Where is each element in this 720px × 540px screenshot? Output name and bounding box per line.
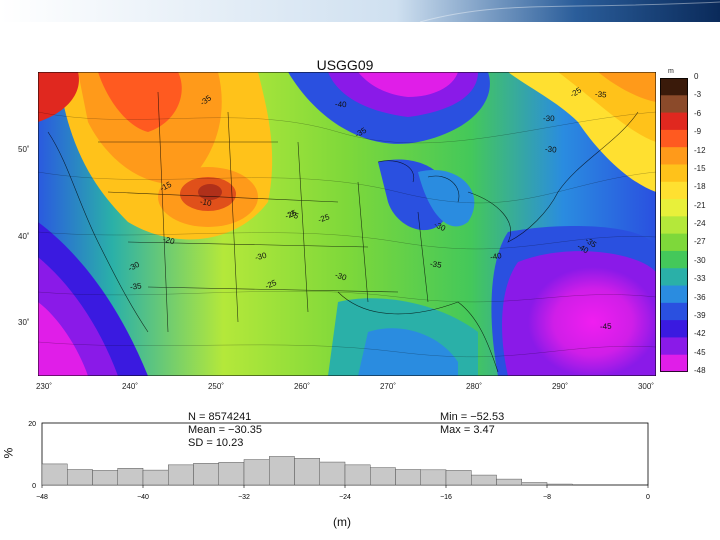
lon-label-0: 230˚: [35, 382, 52, 391]
contour-label: -35: [429, 259, 443, 270]
stat-sd: SD = 10.23: [188, 437, 244, 449]
colorbar-tick-label: -42: [694, 329, 706, 339]
lat-label-1: 40˚: [18, 232, 30, 241]
colorbar-tick-label: -27: [694, 237, 706, 247]
histogram-bar: [168, 464, 194, 486]
colorbar-swatch: [660, 129, 688, 148]
lon-label-4: 270˚: [379, 382, 396, 391]
histogram-x-tick-label: 0: [646, 494, 650, 501]
colorbar-swatch: [660, 181, 688, 200]
histogram-bar: [546, 483, 573, 486]
colorbar-tick-label: -30: [694, 255, 706, 265]
colorbar-swatch: [660, 268, 688, 287]
colorbar-tick-label: -33: [694, 274, 706, 284]
histogram-x-tick-label: −24: [339, 494, 351, 501]
colorbar-tick-label: -6: [694, 108, 702, 118]
colorbar-swatch: [660, 78, 688, 96]
histogram-bar: [67, 469, 93, 486]
lon-label-2: 250˚: [207, 382, 224, 391]
histogram-x-tick-label: −16: [440, 494, 452, 501]
lon-label-1: 240˚: [121, 382, 138, 391]
colorbar-tick-label: -45: [694, 347, 706, 357]
histogram-bar: [521, 482, 548, 486]
contour-label: -35: [129, 281, 143, 292]
histogram-bar: [344, 464, 371, 486]
histogram-y-tick-label: 20: [28, 421, 36, 428]
colorbar-swatch: [660, 95, 688, 114]
colorbar-swatch: [660, 320, 688, 338]
histogram-bar: [420, 469, 447, 486]
histogram-bar: [471, 474, 497, 486]
histogram-xlabel: (m): [333, 515, 351, 529]
histogram-bar: [445, 470, 472, 486]
colorbar-tick-label: -24: [694, 219, 706, 228]
stat-min: Min = −52.53: [440, 411, 505, 423]
histogram-bar: [41, 463, 68, 486]
colorbar-swatch: [660, 285, 688, 304]
colorbar-swatch: [660, 147, 688, 165]
histogram-y-tick-label: 0: [32, 483, 36, 490]
colorbar: [660, 78, 688, 372]
colorbar-swatch: [660, 233, 688, 252]
lon-label-6: 290˚: [551, 382, 568, 391]
colorbar-swatch: [660, 337, 688, 356]
contour-label: -30: [542, 113, 555, 124]
histogram-bar: [117, 468, 144, 486]
header-banner: [0, 0, 720, 22]
lon-label-5: 280˚: [465, 382, 482, 391]
lat-label-2: 30˚: [18, 318, 30, 327]
stat-mean: Mean = −30.35: [188, 424, 263, 436]
stats-right: Min = −52.53 Max = 3.47: [440, 411, 504, 437]
stat-max: Max = 3.47: [440, 424, 495, 436]
histogram-bar: [370, 467, 396, 486]
histogram-x-tick-label: −8: [543, 494, 551, 501]
contour-label: -10: [199, 197, 213, 208]
colorbar-unit: m: [668, 68, 674, 75]
histogram-bar: [142, 469, 169, 486]
histogram-x-tick-label: −40: [137, 494, 149, 501]
geoid-map: [38, 72, 656, 376]
colorbar-tick-label: -12: [694, 145, 706, 155]
colorbar-swatch: [660, 250, 688, 269]
colorbar-tick-label: -39: [694, 310, 706, 320]
histogram-x-tick-label: −32: [238, 494, 250, 501]
colorbar-swatch: [660, 164, 688, 183]
contour-label: -30: [544, 144, 558, 155]
histogram-x-tick-label: −48: [36, 494, 48, 501]
map-title: USGG09: [316, 57, 374, 73]
colorbar-tick-label: -9: [694, 127, 702, 137]
histogram-bar: [269, 456, 295, 486]
colorbar-tick-label: -15: [694, 163, 706, 173]
histogram-chart: −48 −40 −32 −24 −16 −8 0 0 20: [28, 421, 650, 501]
contour-label: -45: [599, 321, 612, 332]
lon-label-7: 300˚: [637, 382, 654, 391]
colorbar-tick-label: -36: [694, 292, 706, 302]
colorbar-swatch: [660, 302, 688, 321]
colorbar-swatch: [660, 354, 688, 372]
histogram-bar: [294, 458, 320, 486]
lon-label-3: 260˚: [293, 382, 310, 391]
colorbar-tick-label: -48: [694, 366, 706, 375]
lat-label-0: 50˚: [18, 145, 30, 154]
stat-n: N = 8574241: [188, 411, 252, 423]
colorbar-swatch: [660, 199, 688, 217]
colorbar-swatch: [660, 112, 688, 131]
histogram-bar: [218, 462, 245, 486]
histogram-bar: [319, 461, 346, 486]
histogram-bar: [496, 478, 522, 486]
contour-label: -35: [594, 89, 607, 100]
colorbar-tick-label: -21: [694, 200, 706, 210]
contour-label: -40: [334, 99, 347, 110]
histogram-bar: [193, 463, 219, 486]
colorbar-tick-label: -3: [694, 90, 702, 100]
histogram-ylabel: %: [1, 447, 16, 459]
stats-left: N = 8574241 Mean = −30.35 SD = 10.23: [188, 411, 262, 450]
histogram-bar: [243, 459, 270, 486]
colorbar-tick-label: 0: [694, 72, 699, 81]
histogram-bar: [92, 470, 118, 486]
colorbar-swatch: [660, 216, 688, 235]
histogram-bar: [395, 469, 421, 486]
colorbar-tick-label: -18: [694, 182, 706, 192]
